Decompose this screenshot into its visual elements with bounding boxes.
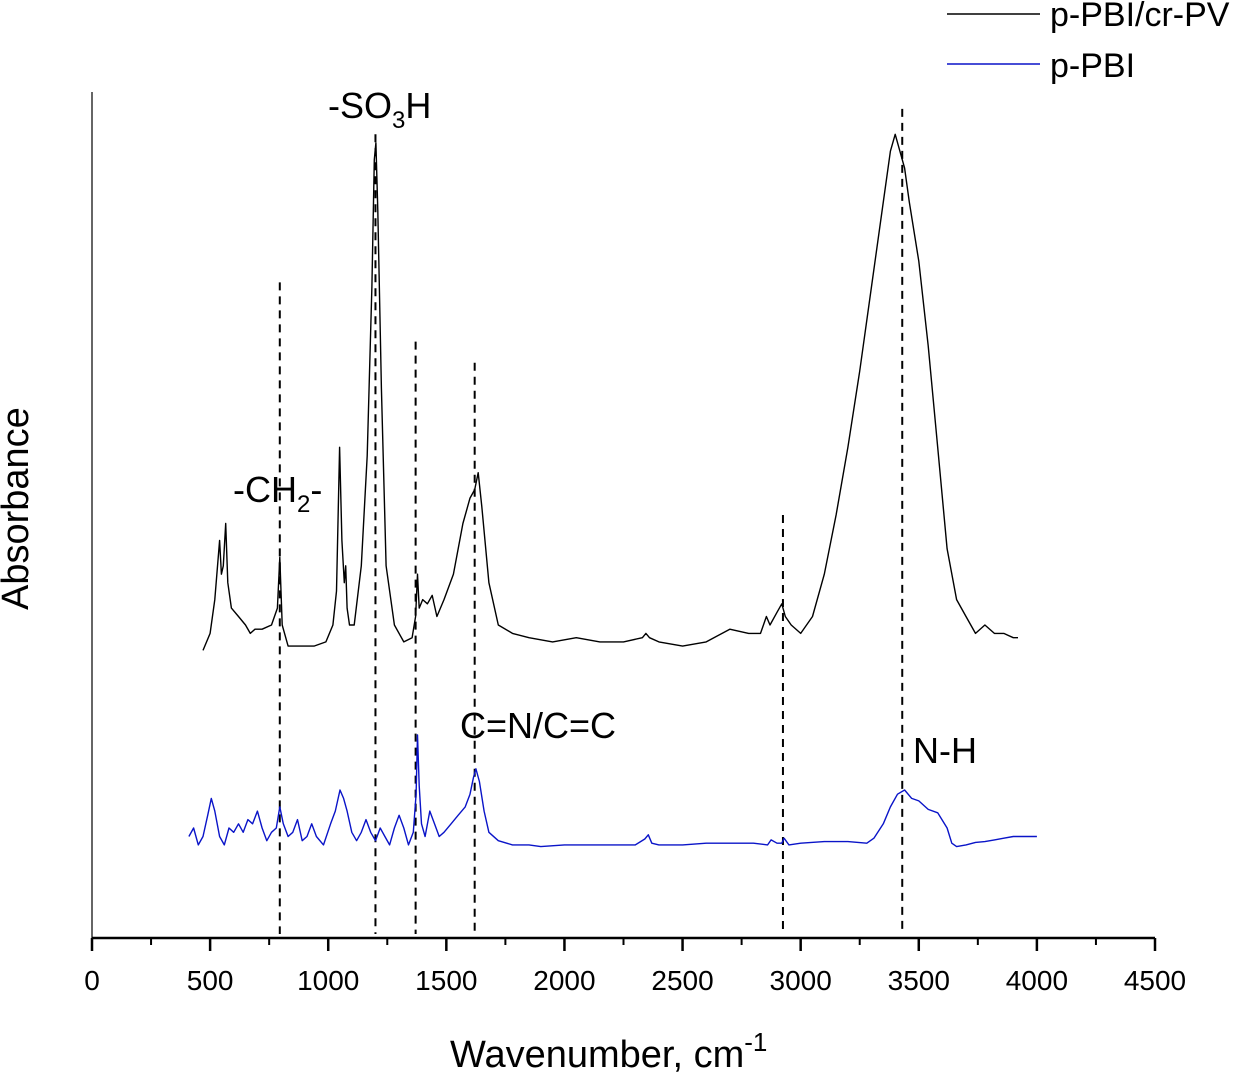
x-axis-title: Wavenumber, cm-1	[450, 1027, 767, 1076]
annotation-cn-cc: C=N/C=C	[460, 705, 616, 746]
x-tick-label: 4500	[1124, 965, 1186, 996]
x-tick-label: 1500	[415, 965, 477, 996]
axes: 0 500 1000 1500 2000 2500 3000 3500 4000 4500	[84, 92, 1186, 996]
reference-lines	[278, 108, 904, 934]
x-tick-label: 3000	[770, 965, 832, 996]
y-axis-title: Absorbance	[0, 407, 37, 610]
series-line-pbi	[188, 734, 1037, 848]
x-tick-label: 3500	[888, 965, 950, 996]
x-tick-label: 4000	[1006, 965, 1068, 996]
legend-label-pbi-crpv: p-PBI/cr-PV	[1050, 0, 1230, 34]
legend-label-pbi: p-PBI	[1050, 47, 1135, 85]
annotation-nh: N-H	[913, 730, 977, 771]
x-tick-label: 0	[84, 965, 100, 996]
annotation-ch2: -CH2-	[233, 469, 322, 518]
annotation-so3h: -SO3H	[328, 85, 431, 134]
series-layer	[188, 133, 1037, 848]
x-tick-label: 2000	[533, 965, 595, 996]
legend: p-PBI/cr-PV p-PBI	[947, 0, 1230, 85]
x-tick-label: 1000	[297, 965, 359, 996]
x-tick-label: 500	[187, 965, 234, 996]
series-line-pbi-crpv	[202, 133, 1018, 651]
x-tick-label: 2500	[651, 965, 713, 996]
